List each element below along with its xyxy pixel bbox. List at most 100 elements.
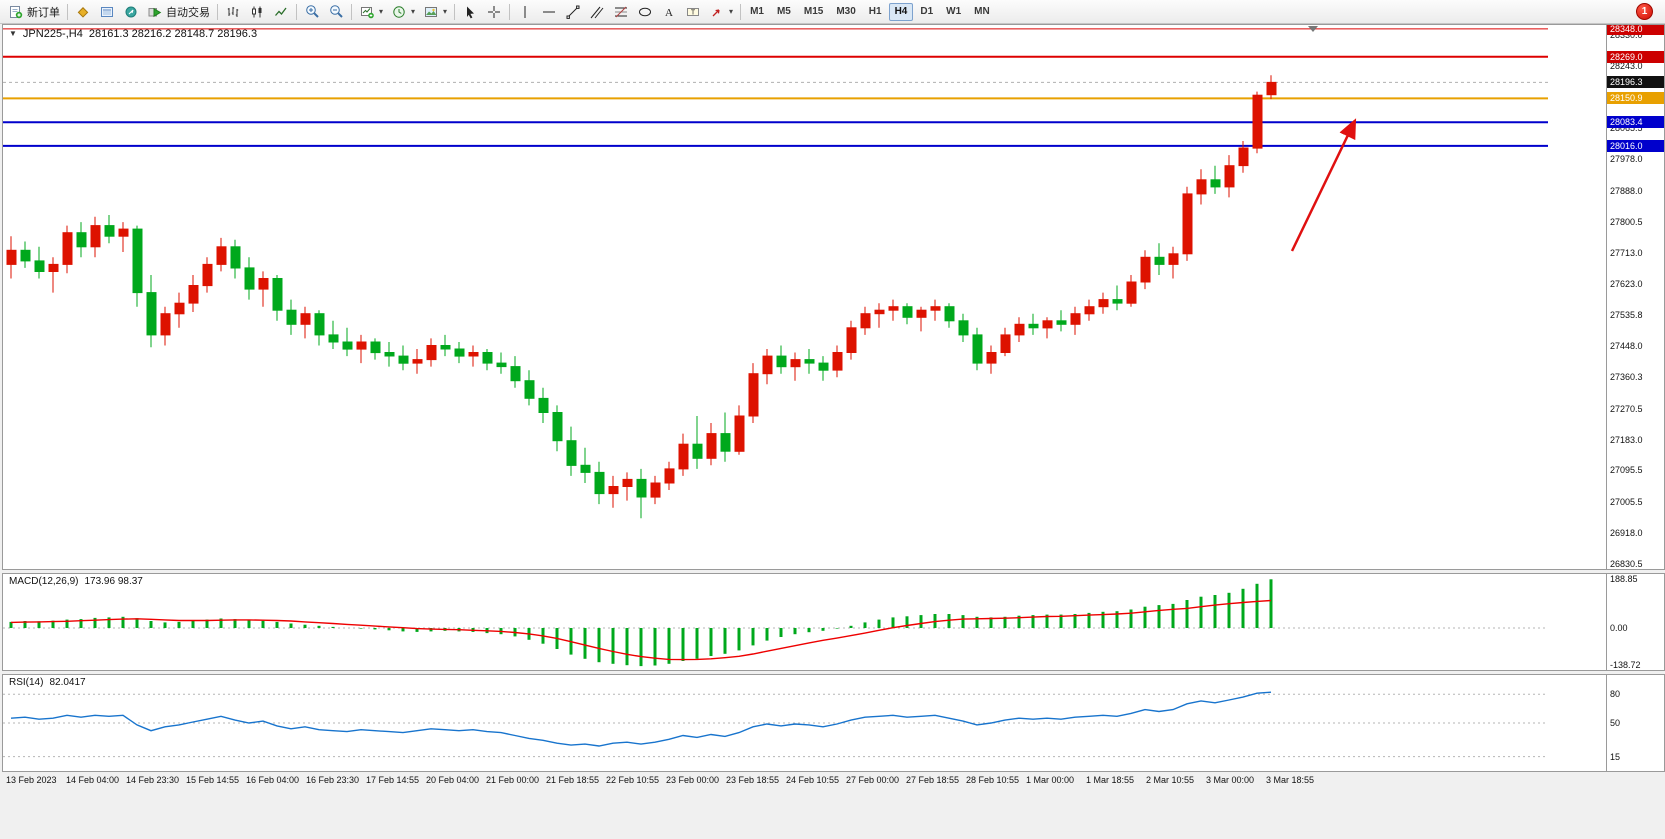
one-click-trading-toggle[interactable]: ▼ — [9, 29, 17, 38]
time-axis-label: 27 Feb 00:00 — [846, 775, 900, 785]
horizontal-line-tool-button[interactable] — [537, 2, 561, 22]
price-scale[interactable]: 28330.0 28243.0 28065.5 27978.0 27888.0 27800… — [1606, 25, 1664, 569]
fibonacci-tool-button[interactable] — [609, 2, 633, 22]
price-tick-label: 26918.0 — [1610, 528, 1643, 538]
zoom-in-button[interactable] — [300, 2, 324, 22]
new-order-icon — [8, 4, 24, 19]
cursor-icon — [462, 4, 478, 19]
chevron-down-icon: ▾ — [411, 7, 416, 16]
zoom-in-icon — [304, 4, 320, 19]
chart-ohlc-values: 28161.3 28216.2 28148.7 28196.3 — [88, 28, 258, 40]
time-axis-label: 16 Feb 23:30 — [306, 775, 360, 785]
bar-chart-icon — [225, 4, 241, 19]
macd-title: MACD(12,26,9) 173.96 98.37 — [9, 576, 143, 587]
timeframe-W1[interactable]: W1 — [940, 3, 967, 21]
timeframe-M15[interactable]: M15 — [798, 3, 829, 21]
macd-tick-label: -138.72 — [1610, 660, 1641, 670]
arrow-annotation[interactable] — [1290, 118, 1357, 252]
time-axis-label: 13 Feb 2023 — [6, 775, 57, 785]
vertical-line-tool-button[interactable] — [513, 2, 537, 22]
channel-tool-button[interactable] — [585, 2, 609, 22]
new-chart-button[interactable]: ▾ — [355, 2, 387, 22]
time-axis[interactable]: 13 Feb 2023 14 Feb 04:00 14 Feb 23:30 15 Fe… — [2, 772, 1665, 790]
crosshair-icon — [486, 4, 502, 19]
price-tick-label: 28330.0 — [1610, 30, 1643, 40]
toolbar-separator — [509, 3, 511, 20]
fibonacci-icon — [613, 4, 629, 19]
chevron-down-icon: ▾ — [729, 7, 734, 16]
price-tick-label: 27535.8 — [1610, 310, 1643, 320]
price-chart-pane[interactable]: ▼ JPN225-,H4 28161.3 28216.2 28148.7 281… — [2, 24, 1665, 570]
periodicity-button[interactable]: ▾ — [387, 2, 419, 22]
toolbar-separator — [740, 3, 742, 20]
templates-icon — [423, 4, 439, 19]
candlestick-chart-button[interactable] — [245, 2, 269, 22]
zoom-out-icon — [328, 4, 344, 19]
zoom-out-button[interactable] — [324, 2, 348, 22]
timeframe-M5[interactable]: M5 — [771, 3, 797, 21]
data-window-button[interactable] — [95, 2, 119, 22]
autotrade-icon — [147, 4, 163, 19]
line-chart-button[interactable] — [269, 2, 293, 22]
arrows-tool-button[interactable]: ▾ — [705, 2, 737, 22]
chevron-down-icon: ▾ — [443, 7, 448, 16]
macd-scale: 188.85 0.00 -138.72 — [1606, 574, 1664, 670]
macd-pane[interactable]: MACD(12,26,9) 173.96 98.37 188.85 0.00 -13… — [2, 573, 1665, 671]
text-tool-button[interactable]: A — [657, 2, 681, 22]
rsi-title: RSI(14) 82.0417 — [9, 677, 86, 688]
autotrade-button[interactable]: 自动交易 — [143, 2, 214, 22]
price-tick-label: 26830.5 — [1610, 559, 1643, 569]
rsi-tick-label: 15 — [1610, 752, 1621, 762]
rsi-chart — [3, 691, 1548, 758]
macd-histogram — [9, 579, 1273, 667]
market-watch-button[interactable] — [71, 2, 95, 22]
new-order-button[interactable]: 新订单 — [4, 2, 64, 22]
macd-name: MACD(12,26,9) — [9, 576, 79, 587]
rsi-tick-label: 50 — [1610, 718, 1621, 728]
time-axis-label: 14 Feb 04:00 — [66, 775, 120, 785]
rsi-pane[interactable]: RSI(14) 82.0417 80 50 15 — [2, 674, 1665, 772]
horizontal-lines[interactable] — [3, 28, 1548, 147]
new-chart-icon — [359, 4, 375, 19]
time-axis-label: 1 Mar 00:00 — [1026, 775, 1075, 785]
time-axis-label: 3 Mar 18:55 — [1266, 775, 1315, 785]
chevron-down-icon: ▾ — [379, 7, 384, 16]
price-line-badge-28269.0: 28269.0 — [1607, 51, 1664, 63]
toolbar-separator — [67, 3, 68, 20]
toolbar: 新订单 自动交易 — [0, 0, 1665, 24]
timeframe-MN[interactable]: MN — [968, 3, 996, 21]
time-axis-label: 23 Feb 18:55 — [726, 775, 780, 785]
macd-tick-label: 0.00 — [1610, 623, 1628, 633]
price-tick-label: 27005.5 — [1610, 497, 1643, 507]
price-line-badge-28348.0: 28348.0 — [1607, 25, 1664, 35]
cursor-button[interactable] — [458, 2, 482, 22]
timeframe-M1[interactable]: M1 — [744, 3, 770, 21]
rsi-name: RSI(14) — [9, 677, 44, 688]
bar-chart-button[interactable] — [221, 2, 245, 22]
crosshair-button[interactable] — [482, 2, 506, 22]
text-label-tool-button[interactable]: T — [681, 2, 705, 22]
time-axis-label: 3 Mar 00:00 — [1206, 775, 1255, 785]
templates-button[interactable]: ▾ — [419, 2, 451, 22]
notification-badge[interactable]: 1 — [1636, 3, 1653, 20]
macd-signal-line — [10, 599, 1272, 661]
timeframe-group: M1 M5 M15 M30 H1 H4 D1 W1 MN — [744, 2, 996, 21]
price-chart[interactable] — [3, 25, 1548, 569]
shapes-tool-button[interactable] — [633, 2, 657, 22]
trendline-tool-button[interactable] — [561, 2, 585, 22]
timeframe-H1[interactable]: H1 — [863, 3, 888, 21]
price-line-badge-28016.0: 28016.0 — [1607, 140, 1664, 152]
navigator-button[interactable] — [119, 2, 143, 22]
timeframe-H4[interactable]: H4 — [888, 2, 914, 21]
timeframe-D1[interactable]: D1 — [914, 3, 939, 21]
timeframe-M30[interactable]: M30 — [830, 3, 861, 21]
toolbar-separator — [454, 3, 456, 20]
price-tick-label: 27800.5 — [1610, 217, 1643, 227]
periodicity-clock-icon — [391, 4, 407, 19]
price-tick-label: 27888.0 — [1610, 186, 1643, 196]
macd-values: 173.96 98.37 — [84, 576, 143, 587]
price-tick-label: 28065.5 — [1610, 123, 1643, 133]
chart-shift-marker[interactable] — [1308, 26, 1318, 32]
price-line-badge-28150.9: 28150.9 — [1607, 92, 1664, 104]
macd-chart — [3, 579, 1548, 667]
